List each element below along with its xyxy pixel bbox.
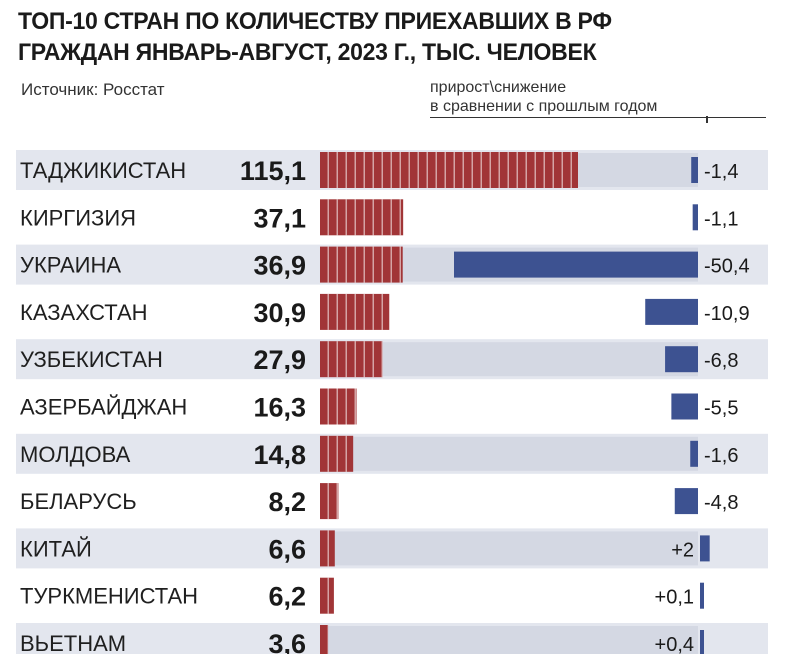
- arrivals-value-label: 36,9: [253, 251, 306, 281]
- change-value-label: -4,8: [704, 492, 738, 514]
- country-label: БЕЛАРУСЬ: [20, 489, 137, 514]
- country-label: ТУРКМЕНИСТАН: [20, 584, 198, 609]
- country-label: КИРГИЗИЯ: [20, 205, 136, 230]
- chart-row: ТУРКМЕНИСТАН 6,2 +0,1: [20, 577, 704, 614]
- country-label: ТАДЖИКИСТАН: [20, 158, 186, 183]
- arrivals-bar-hatch: [320, 199, 404, 236]
- change-bar: [700, 630, 704, 654]
- arrivals-bar-hatch: [320, 388, 357, 425]
- chart-row: ТАДЖИКИСТАН 115,1 -1,4: [16, 150, 768, 190]
- chart-row: БЕЛАРУСЬ 8,2 -4,8: [20, 483, 738, 520]
- chart-row: КАЗАХСТАН 30,9 -10,9: [20, 293, 750, 330]
- arrivals-bar-hatch: [320, 577, 334, 614]
- change-bar: [692, 204, 698, 231]
- change-bar: [674, 488, 698, 515]
- country-label: АЗЕРБАЙДЖАН: [20, 395, 187, 420]
- change-value-label: +0,1: [655, 587, 694, 609]
- change-caption-line-2: в сравнении с прошлым годом: [430, 97, 766, 118]
- arrivals-value-label: 16,3: [253, 393, 306, 423]
- arrivals-value-label: 30,9: [253, 298, 306, 328]
- source-note: Источник: Росстат: [21, 80, 165, 99]
- change-value-label: +0,4: [655, 634, 694, 654]
- arrivals-value-label: 27,9: [253, 345, 306, 375]
- arrivals-bar-hatch: [320, 341, 383, 378]
- change-bar: [700, 535, 710, 562]
- change-bar: [454, 251, 698, 278]
- arrivals-value-label: 14,8: [253, 440, 306, 470]
- change-value-label: +2: [671, 539, 694, 561]
- arrivals-bar-hatch: [320, 152, 578, 188]
- change-value-label: -6,8: [704, 350, 738, 372]
- country-label: УЗБЕКИСТАН: [20, 347, 163, 372]
- arrivals-bar-hatch: [320, 530, 335, 567]
- change-caption-line-1: прирост\снижение: [430, 79, 567, 96]
- country-label: УКРАИНА: [20, 253, 121, 278]
- chart-row: УЗБЕКИСТАН 27,9 -6,8: [16, 339, 768, 380]
- chart-title-line-2: ГРАЖДАН ЯНВАРЬ-АВГУСТ, 2023 Г., ТЫС. ЧЕЛ…: [18, 39, 597, 66]
- country-label: КИТАЙ: [20, 536, 92, 561]
- arrivals-value-label: 6,6: [268, 534, 306, 564]
- arrivals-value-label: 3,6: [268, 629, 306, 654]
- chart-title: ТОП-10 СТРАН ПО КОЛИЧЕСТВУ ПРИЕХАВШИХ В …: [18, 6, 732, 68]
- bar-track: [320, 342, 698, 377]
- change-bar: [691, 157, 698, 183]
- arrivals-bar-hatch: [320, 483, 339, 520]
- chart-row: ВЬЕТНАМ 3,6 +0,4: [16, 623, 768, 654]
- change-value-label: -1,4: [704, 161, 738, 183]
- country-label: ВЬЕТНАМ: [20, 631, 126, 654]
- arrivals-value-label: 115,1: [240, 156, 306, 186]
- change-value-label: -1,1: [704, 208, 738, 230]
- chart-row: КИРГИЗИЯ 37,1 -1,1: [20, 199, 738, 236]
- arrivals-value-label: 37,1: [253, 203, 306, 233]
- chart-row: МОЛДОВА 14,8 -1,6: [16, 433, 768, 474]
- bar-track: [320, 531, 698, 566]
- arrivals-bar-hatch: [320, 435, 354, 472]
- change-bar: [645, 298, 698, 325]
- country-label: КАЗАХСТАН: [20, 300, 148, 325]
- change-value-label: -50,4: [704, 256, 750, 278]
- change-legend-caption: прирост\снижение в сравнении с прошлым г…: [430, 78, 766, 123]
- bar-track: [320, 436, 698, 471]
- change-bar: [700, 582, 704, 609]
- arrivals-value-label: 6,2: [268, 582, 306, 612]
- change-value-label: -1,6: [704, 445, 738, 467]
- chart-row: АЗЕРБАЙДЖАН 16,3 -5,5: [20, 388, 738, 425]
- arrivals-bar-hatch: [320, 293, 390, 330]
- change-value-label: -10,9: [704, 303, 750, 325]
- change-value-label: -5,5: [704, 398, 738, 420]
- change-axis-tick: [706, 116, 708, 123]
- country-label: МОЛДОВА: [20, 442, 131, 467]
- change-bar: [665, 346, 698, 373]
- change-bar: [671, 393, 698, 420]
- bar-track: [320, 626, 698, 654]
- chart-title-line-1: ТОП-10 СТРАН ПО КОЛИЧЕСТВУ ПРИЕХАВШИХ В …: [18, 8, 612, 35]
- chart-row: КИТАЙ 6,6 +2: [16, 528, 768, 569]
- arrivals-bar-hatch: [320, 246, 403, 283]
- arrivals-value-label: 8,2: [268, 487, 306, 517]
- chart-row: УКРАИНА 36,9 -50,4: [16, 244, 768, 285]
- change-bar: [690, 440, 698, 467]
- arrivals-bar-hatch: [320, 625, 329, 654]
